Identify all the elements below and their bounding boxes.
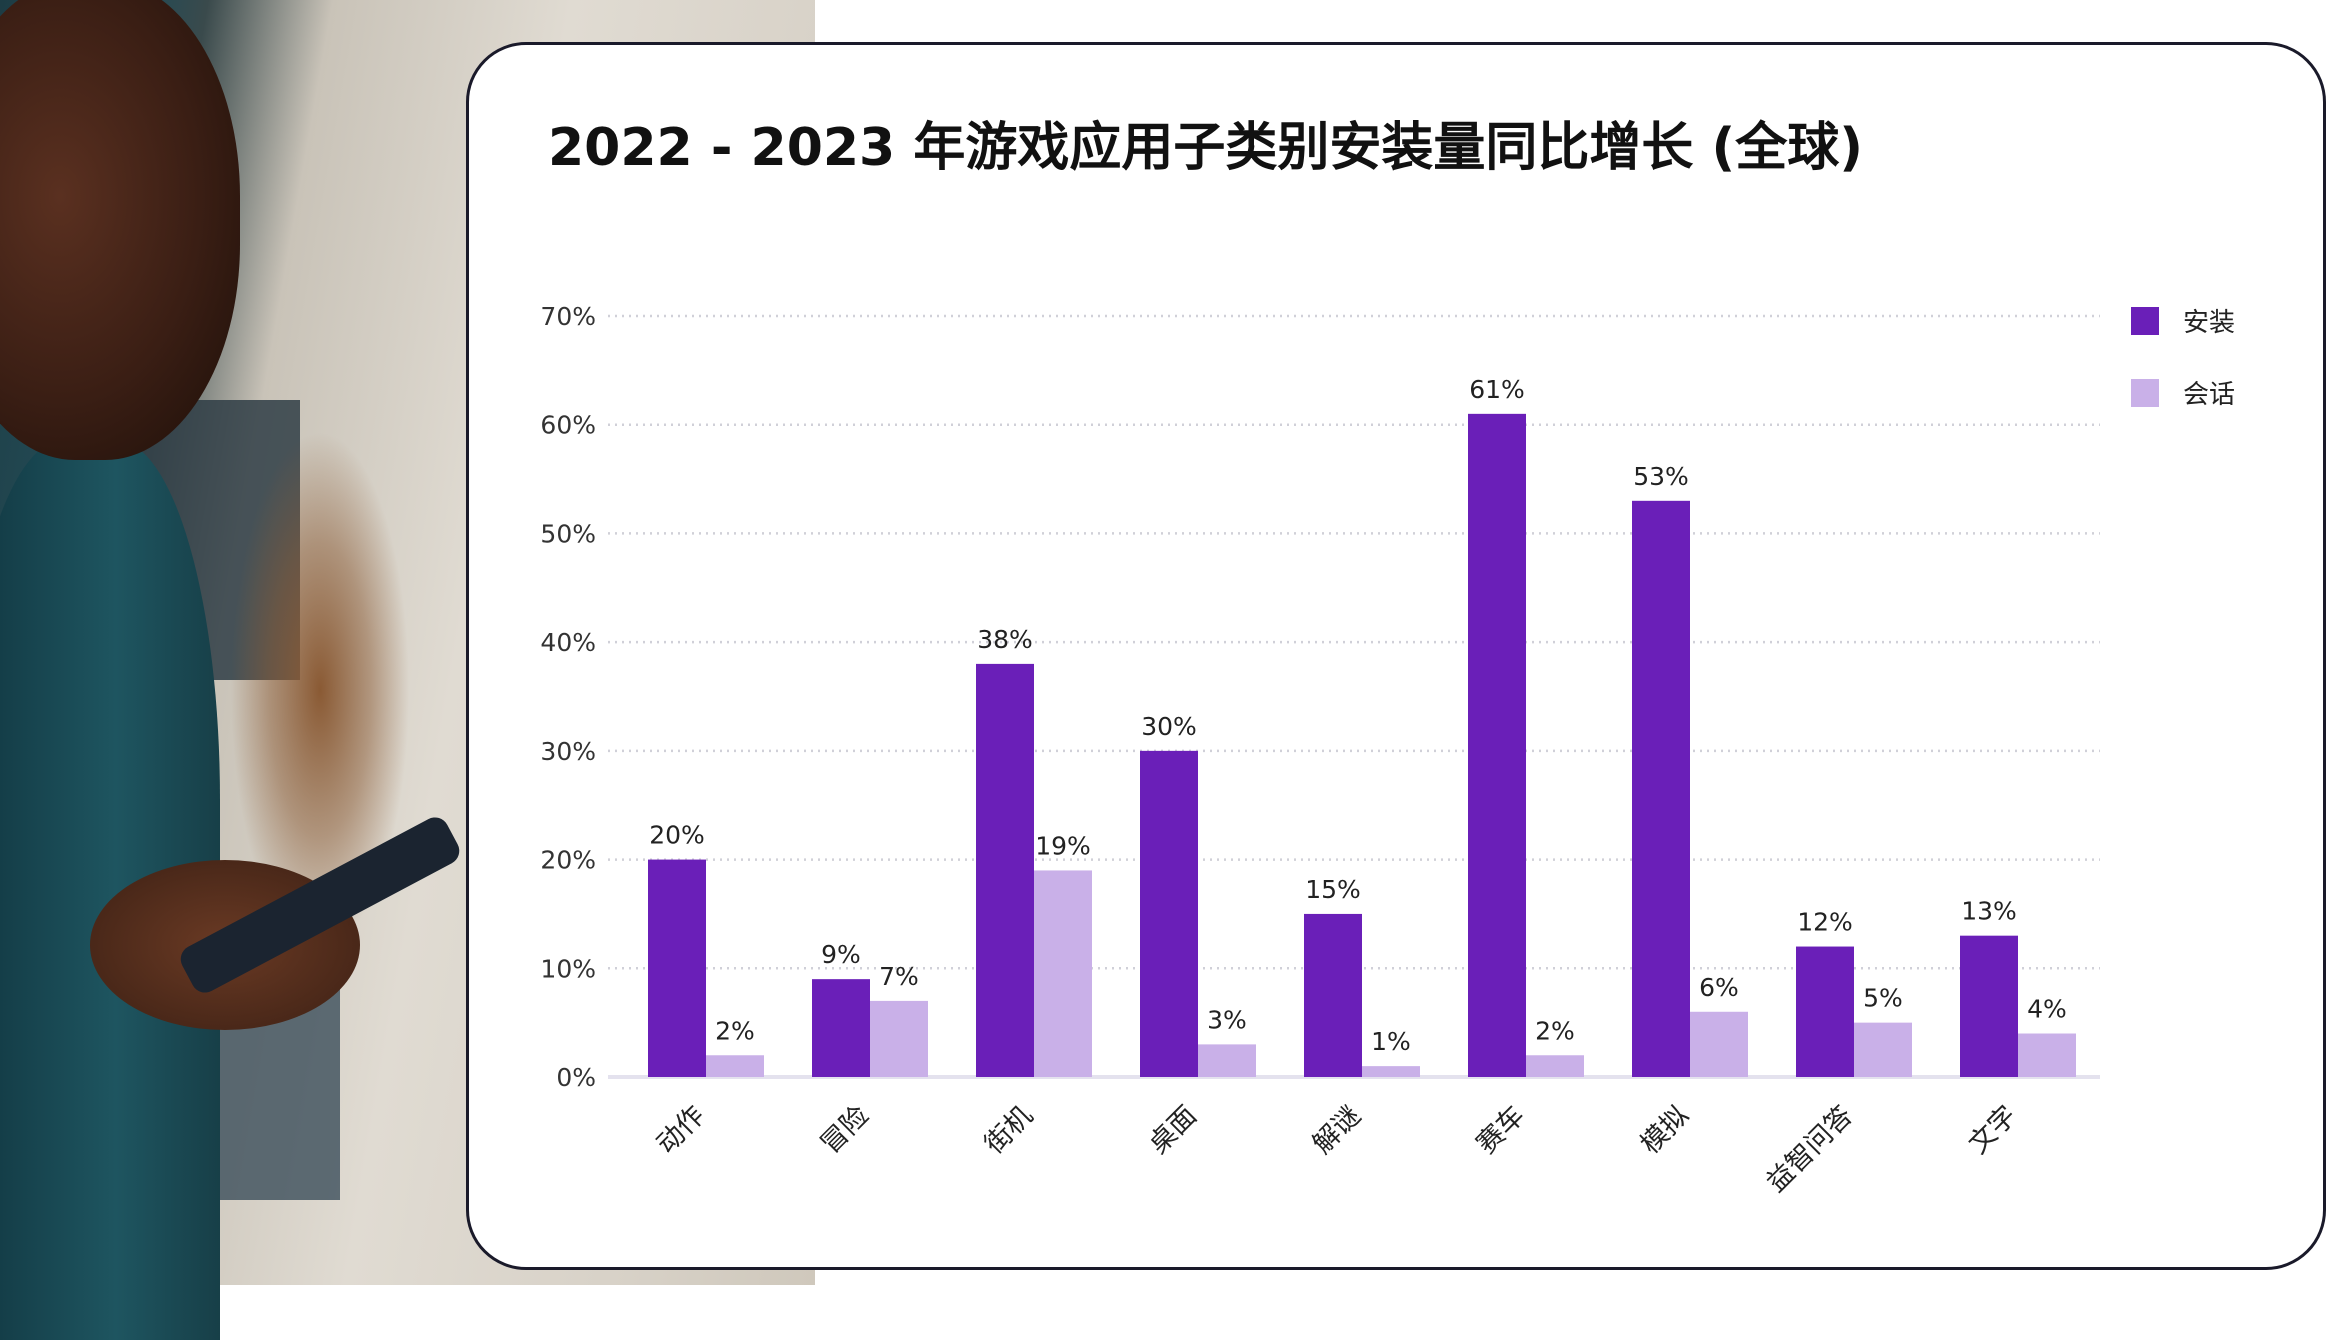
data-label: 61% [1469, 375, 1525, 404]
y-tick-label: 40% [540, 628, 596, 657]
y-tick-label: 70% [540, 302, 596, 331]
data-label: 2% [1535, 1016, 1575, 1045]
legend-swatch [2131, 379, 2159, 407]
bar-session [870, 1000, 928, 1077]
y-tick-label: 20% [540, 846, 596, 875]
x-tick-label: 冒险 [815, 1100, 875, 1160]
data-label: 13% [1961, 897, 2017, 926]
bar-install [1304, 913, 1362, 1077]
bar-install [1140, 750, 1198, 1077]
data-label: 4% [2027, 995, 2067, 1024]
y-tick-label: 30% [540, 737, 596, 766]
bar-install [648, 859, 706, 1077]
legend-swatch [2131, 307, 2159, 335]
x-tick-label: 动作 [651, 1100, 711, 1160]
x-tick-label: 模拟 [1635, 1100, 1695, 1160]
y-tick-label: 0% [556, 1063, 596, 1092]
x-tick-label: 解谜 [1307, 1100, 1367, 1160]
bar-install [1960, 935, 2018, 1077]
legend-label: 安装 [2183, 308, 2235, 338]
bar-session [2018, 1033, 2076, 1077]
x-tick-label: 桌面 [1143, 1100, 1203, 1160]
bar-session [1854, 1022, 1912, 1077]
x-tick-label: 益智问答 [1761, 1100, 1859, 1198]
bar-install [1632, 500, 1690, 1077]
y-tick-label: 10% [540, 954, 596, 983]
y-tick-label: 50% [540, 519, 596, 548]
data-label: 19% [1035, 831, 1091, 860]
data-label: 3% [1207, 1005, 1247, 1034]
data-label: 2% [715, 1016, 755, 1045]
legend-label: 会话 [2183, 380, 2235, 410]
data-label: 20% [649, 821, 705, 850]
chart-title: 2022 - 2023 年游戏应用子类别安装量同比增长 (全球) [548, 118, 1863, 178]
bar-session [1198, 1044, 1256, 1077]
x-tick-label: 文字 [1963, 1100, 2023, 1160]
x-tick-label: 街机 [979, 1100, 1039, 1160]
data-label: 12% [1797, 908, 1853, 937]
data-label: 15% [1305, 875, 1361, 904]
y-tick-label: 60% [540, 411, 596, 440]
data-label: 5% [1863, 984, 1903, 1013]
bar-chart: 0% 10% 20% 30% 40% 50% 60% 70% 20% 2% 动作 9% 7% 冒险 38% 1… [540, 302, 2235, 1198]
data-label: 7% [879, 962, 919, 991]
bar-install [976, 663, 1034, 1077]
bar-session [706, 1055, 764, 1077]
bar-install [812, 979, 870, 1077]
data-label: 38% [977, 625, 1033, 654]
data-label: 30% [1141, 712, 1197, 741]
data-label: 53% [1633, 462, 1689, 491]
bar-session [1362, 1066, 1420, 1077]
bar-session [1034, 870, 1092, 1077]
x-tick-label: 赛车 [1471, 1100, 1531, 1160]
bar-install [1468, 413, 1526, 1077]
data-label: 9% [821, 940, 861, 969]
bar-install [1796, 946, 1854, 1077]
bar-session [1526, 1055, 1584, 1077]
data-label: 6% [1699, 973, 1739, 1002]
bar-session [1690, 1011, 1748, 1077]
data-label: 1% [1371, 1027, 1411, 1056]
